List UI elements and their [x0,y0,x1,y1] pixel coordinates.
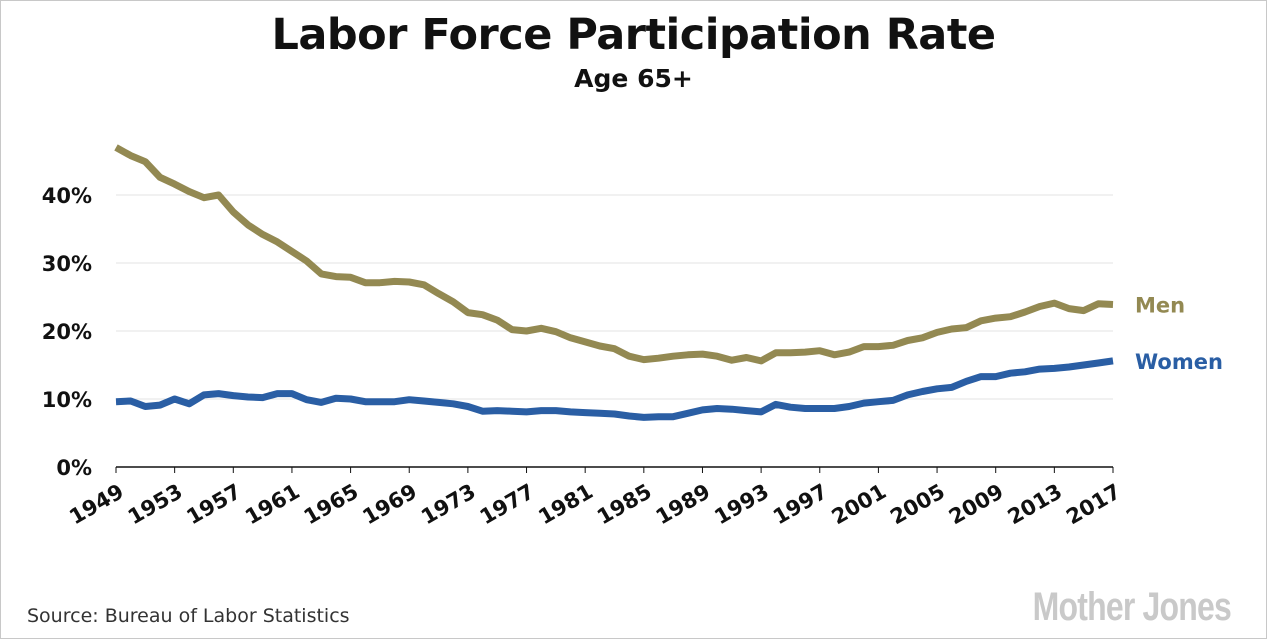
x-tick-label: 1985 [593,479,656,529]
x-tick-label: 1961 [241,479,304,529]
x-tick-label: 1977 [476,479,539,529]
x-tick-label: 1981 [534,479,597,529]
x-tick-label: 1953 [124,479,187,529]
y-tick-label: 30% [42,252,92,276]
x-tick-label: 1949 [65,479,128,529]
x-tick-label: 1989 [652,479,715,529]
x-tick-label: 2005 [886,479,949,529]
x-tick-label: 2017 [1062,479,1125,529]
y-tick-label: 0% [56,456,92,480]
x-tick-label: 2013 [1004,479,1067,529]
y-tick-label: 10% [42,388,92,412]
source-note: Source: Bureau of Labor Statistics [27,605,350,627]
x-tick-label: 1965 [300,479,363,529]
series-line-women [115,357,1114,421]
x-tick-label: 2009 [945,479,1008,529]
x-tick-label: 1957 [183,479,246,529]
x-tick-label: 1997 [769,479,832,529]
chart-title: Labor Force Participation Rate [271,10,996,60]
x-tick-label: 1993 [710,479,773,529]
series-line-men [114,144,1114,365]
series-label-men: Men [1135,293,1185,317]
y-tick-label: 20% [42,320,92,344]
mother-jones-logo: Mother Jones [1032,585,1232,629]
x-tick-label: 1969 [358,479,421,529]
x-tick-label: 2001 [828,479,891,529]
y-tick-label: 40% [42,184,92,208]
x-tick-label: 1973 [417,479,480,529]
series-label-women: Women [1135,350,1223,374]
chart-subtitle: Age 65+ [574,64,693,93]
